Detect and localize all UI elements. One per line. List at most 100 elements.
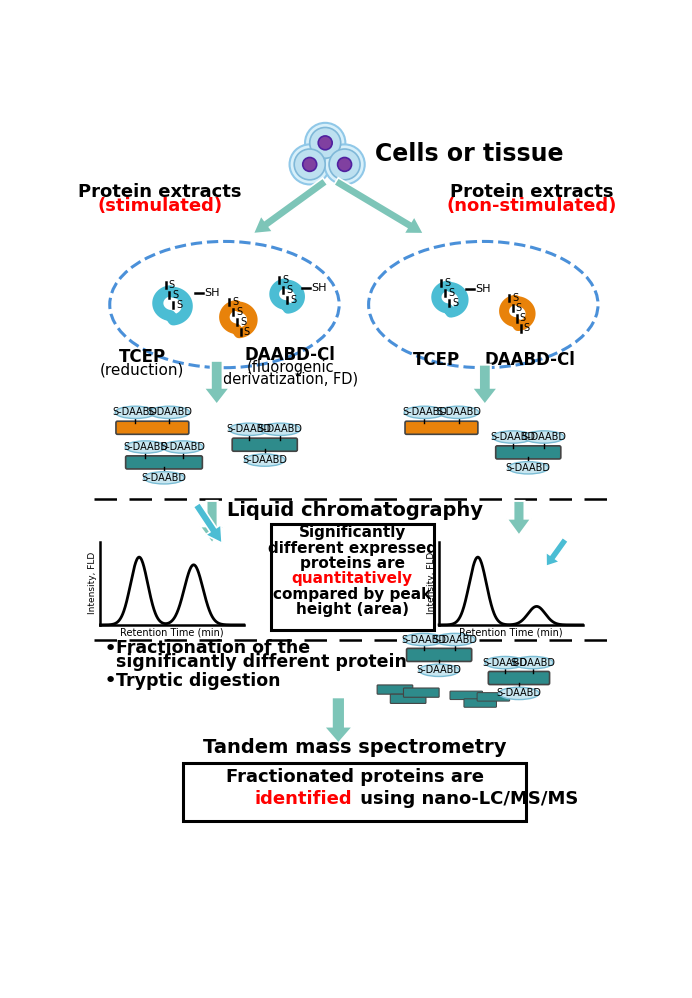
FancyBboxPatch shape [495, 446, 561, 459]
Text: •: • [104, 672, 117, 692]
Text: S: S [282, 274, 289, 284]
Polygon shape [200, 501, 224, 543]
Text: (non-stimulated): (non-stimulated) [447, 197, 617, 215]
Text: S: S [453, 298, 458, 308]
Text: identified: identified [255, 789, 352, 807]
Text: Intensity, FLD: Intensity, FLD [427, 552, 436, 615]
Text: S-DAABD: S-DAABD [160, 442, 205, 452]
Polygon shape [472, 364, 498, 404]
Text: (fluorogenic: (fluorogenic [246, 360, 334, 375]
Text: Significantly: Significantly [299, 525, 406, 540]
Text: S-DAABD: S-DAABD [511, 658, 556, 668]
Circle shape [338, 158, 352, 172]
Ellipse shape [404, 406, 444, 418]
Polygon shape [203, 360, 230, 404]
Text: TCEP: TCEP [413, 350, 460, 368]
FancyBboxPatch shape [405, 421, 478, 434]
FancyBboxPatch shape [271, 524, 434, 631]
Text: Protein extracts: Protein extracts [450, 183, 614, 201]
Text: Fractionated proteins are: Fractionated proteins are [226, 767, 484, 786]
Text: S-DAABD: S-DAABD [123, 442, 168, 452]
Ellipse shape [260, 423, 300, 435]
Circle shape [294, 149, 325, 180]
Text: Protein extracts: Protein extracts [78, 183, 242, 201]
Ellipse shape [229, 423, 269, 435]
Text: S-DAABD: S-DAABD [490, 432, 535, 442]
Polygon shape [193, 503, 222, 543]
Text: S: S [516, 303, 522, 313]
FancyBboxPatch shape [489, 672, 549, 685]
Text: DAABD-Cl: DAABD-Cl [245, 346, 336, 364]
Polygon shape [334, 178, 424, 234]
Text: S-DAABD: S-DAABD [227, 424, 272, 434]
Text: Tandem mass spectrometry: Tandem mass spectrometry [203, 738, 507, 756]
Text: (reduction): (reduction) [100, 362, 185, 377]
Circle shape [325, 145, 365, 185]
Text: DAABD-Cl: DAABD-Cl [484, 350, 575, 368]
Text: S: S [448, 288, 455, 298]
Text: Retention Time (min): Retention Time (min) [120, 628, 224, 638]
Polygon shape [546, 537, 568, 566]
Text: significantly different protein: significantly different protein [116, 654, 407, 672]
Text: (stimulated): (stimulated) [98, 197, 223, 215]
Text: S: S [240, 317, 246, 327]
Text: TCEP: TCEP [119, 348, 166, 366]
Text: using nano-LC/MS/MS: using nano-LC/MS/MS [354, 789, 579, 807]
Circle shape [305, 123, 345, 163]
Text: S-DAABD: S-DAABD [482, 658, 527, 668]
Ellipse shape [508, 462, 548, 474]
Text: S-DAABD: S-DAABD [401, 635, 446, 645]
Text: S: S [286, 285, 293, 295]
Text: SH: SH [475, 284, 491, 294]
Text: proteins are: proteins are [300, 556, 405, 571]
FancyBboxPatch shape [403, 688, 439, 698]
Text: S: S [233, 297, 238, 307]
Ellipse shape [513, 657, 553, 669]
Ellipse shape [149, 406, 190, 418]
Ellipse shape [438, 406, 479, 418]
Text: S-DAABD: S-DAABD [257, 424, 303, 434]
Text: •: • [104, 639, 117, 659]
Text: S: S [169, 280, 175, 290]
Text: S-DAABD: S-DAABD [436, 407, 481, 417]
FancyBboxPatch shape [477, 693, 509, 702]
Text: S-DAABD: S-DAABD [496, 689, 541, 699]
Text: S: S [176, 300, 183, 310]
Text: Cells or tissue: Cells or tissue [375, 143, 563, 167]
Text: S-DAABD: S-DAABD [506, 463, 551, 473]
Circle shape [302, 158, 317, 172]
FancyBboxPatch shape [233, 438, 298, 451]
Ellipse shape [125, 441, 165, 453]
Text: S: S [512, 293, 518, 303]
Ellipse shape [524, 431, 564, 443]
Text: Tryptic digestion: Tryptic digestion [116, 672, 280, 690]
Polygon shape [324, 698, 353, 744]
Ellipse shape [499, 688, 539, 700]
Text: S: S [172, 290, 179, 300]
Text: compared by peak: compared by peak [273, 587, 431, 602]
Text: derivatization, FD): derivatization, FD) [223, 371, 358, 386]
Ellipse shape [144, 472, 184, 484]
FancyBboxPatch shape [450, 691, 482, 700]
Text: Liquid chromatography: Liquid chromatography [227, 501, 482, 520]
Text: S: S [236, 307, 242, 317]
Text: S-DAABD: S-DAABD [147, 407, 192, 417]
Text: SH: SH [311, 282, 327, 292]
FancyBboxPatch shape [183, 763, 526, 821]
FancyBboxPatch shape [126, 456, 202, 469]
Circle shape [310, 128, 340, 159]
Text: height (area): height (area) [295, 602, 409, 617]
Ellipse shape [244, 454, 285, 466]
Circle shape [329, 149, 360, 180]
Text: S: S [444, 278, 450, 288]
Text: Intensity, FLD: Intensity, FLD [89, 552, 98, 615]
Text: S-DAABD: S-DAABD [113, 407, 158, 417]
Text: Fractionation of the: Fractionation of the [116, 640, 310, 658]
Text: S-DAABD: S-DAABD [521, 432, 566, 442]
Text: S-DAABD: S-DAABD [417, 666, 462, 676]
FancyBboxPatch shape [390, 695, 426, 704]
Text: quantitatively: quantitatively [292, 571, 413, 586]
Text: S: S [291, 295, 296, 305]
Ellipse shape [485, 657, 525, 669]
Text: S-DAABD: S-DAABD [432, 635, 477, 645]
